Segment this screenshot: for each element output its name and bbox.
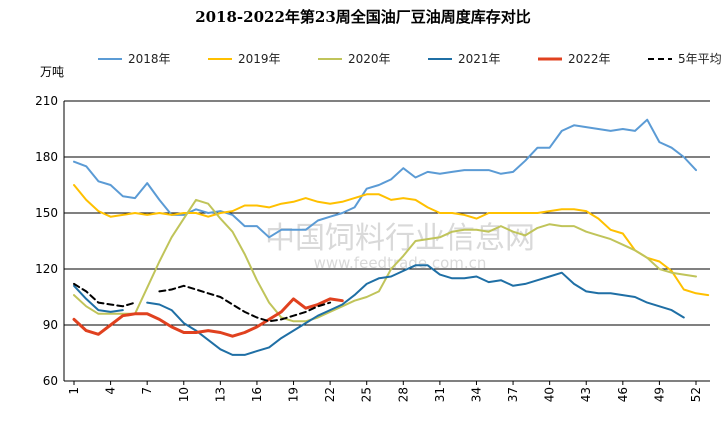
axes: 60 90 120 150 180 210 1 4 7 10 13 16 19 22 25 28 31 34 37 4… bbox=[35, 94, 710, 402]
x-tick-label: 19 bbox=[287, 387, 301, 402]
x-tick-label: 22 bbox=[323, 387, 337, 402]
legend-label: 2019年 bbox=[238, 52, 281, 66]
grid bbox=[64, 100, 710, 326]
x-tick-label: 13 bbox=[213, 387, 227, 402]
chart-title: 2018-2022年第23周全国油厂豆油周度库存对比 bbox=[195, 8, 531, 26]
x-tick-label: 49 bbox=[652, 387, 666, 402]
legend-label: 5年平均 bbox=[678, 52, 722, 66]
series-line-5年平均 bbox=[73, 282, 332, 323]
y-axis-unit: 万吨 bbox=[40, 65, 64, 79]
x-tick-label: 31 bbox=[433, 387, 447, 402]
x-tick-label: 43 bbox=[579, 387, 593, 402]
x-tick-label: 46 bbox=[616, 387, 630, 402]
x-tick-label: 37 bbox=[506, 387, 520, 402]
series-line-2021年 bbox=[73, 264, 685, 356]
y-tick-label: 90 bbox=[43, 318, 58, 332]
x-tick-label: 28 bbox=[396, 387, 410, 402]
x-tick-label: 40 bbox=[543, 387, 557, 402]
x-tick-label: 16 bbox=[250, 387, 264, 402]
y-tick-label: 60 bbox=[43, 374, 58, 388]
series-line-2020年 bbox=[73, 198, 697, 323]
y-tick-label: 180 bbox=[35, 150, 58, 164]
y-tick-label: 210 bbox=[35, 94, 58, 108]
y-tick-label: 150 bbox=[35, 206, 58, 220]
series-layer bbox=[72, 118, 710, 356]
x-tick-label: 1 bbox=[67, 387, 81, 395]
x-tick-label: 34 bbox=[469, 387, 483, 402]
x-tick-label: 52 bbox=[689, 387, 703, 402]
legend-label: 2020年 bbox=[348, 52, 391, 66]
watermark-text: 中国饲料行业信息网 bbox=[265, 221, 535, 256]
x-tick-label: 4 bbox=[104, 387, 118, 395]
x-tick-label: 7 bbox=[140, 387, 154, 395]
legend-label: 2022年 bbox=[568, 52, 611, 66]
watermark-url: www.feedtrade.com.cn bbox=[314, 254, 487, 272]
legend-label: 2021年 bbox=[458, 52, 501, 66]
series-line-2018年 bbox=[73, 118, 697, 239]
y-tick-label: 120 bbox=[35, 262, 58, 276]
series-line-2022年 bbox=[72, 297, 344, 338]
x-tick-label: 25 bbox=[360, 387, 374, 402]
x-tick-label: 10 bbox=[177, 387, 191, 402]
series-line-2019年 bbox=[73, 184, 710, 297]
legend: 2018年 2019年 2020年 2021年 2022年 5年平均 bbox=[98, 52, 722, 66]
legend-label: 2018年 bbox=[128, 52, 171, 66]
